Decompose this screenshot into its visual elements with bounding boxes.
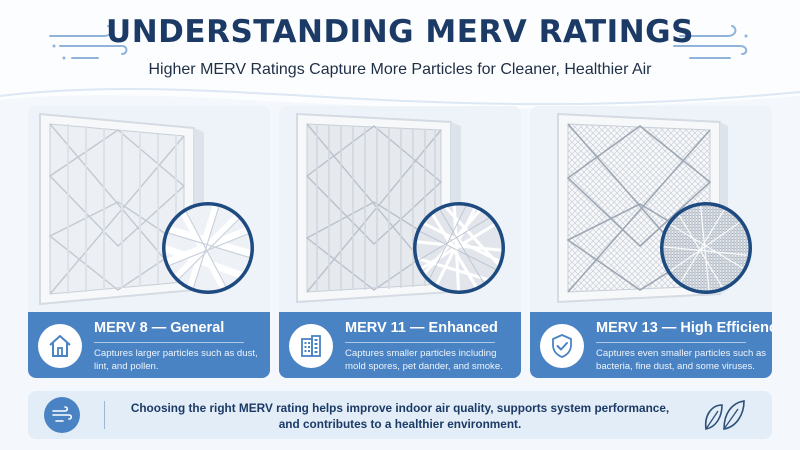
card-title: MERV 13 — High Efficiency	[596, 320, 772, 336]
card-title: MERV 11 — Enhanced	[345, 320, 498, 336]
footer-message: Choosing the right MERV rating helps imp…	[130, 401, 670, 431]
divider	[596, 342, 746, 343]
building-icon	[289, 324, 333, 368]
card-description: Captures smaller particles including mol…	[345, 348, 503, 372]
divider	[94, 342, 244, 343]
card-description: Captures larger particles such as dust, …	[94, 348, 258, 372]
card-description: Captures even smaller particles such as …	[596, 348, 767, 372]
wind-icon	[673, 25, 748, 59]
air-flow-icon	[44, 397, 80, 433]
card-label: MERV 13 — High Efficiency Captures even …	[530, 312, 772, 378]
filter-image	[28, 106, 270, 312]
house-icon	[38, 324, 82, 368]
shield-check-icon	[540, 324, 584, 368]
leaf-icon	[704, 400, 745, 430]
divider	[345, 342, 495, 343]
filter-image	[279, 106, 521, 312]
card-merv-13: MERV 13 — High Efficiency Captures even …	[530, 106, 772, 378]
page-title: UNDERSTANDING MERV RATINGS	[106, 14, 694, 50]
footer-banner: Choosing the right MERV rating helps imp…	[28, 391, 772, 439]
divider	[104, 401, 105, 429]
filter-image	[530, 106, 772, 312]
page-subtitle: Higher MERV Ratings Capture More Particl…	[148, 61, 652, 78]
card-title: MERV 8 — General	[94, 320, 225, 336]
card-label: MERV 11 — Enhanced Captures smaller part…	[279, 312, 521, 378]
wind-icon	[49, 25, 128, 60]
card-merv-11: MERV 11 — Enhanced Captures smaller part…	[279, 106, 521, 378]
card-label: MERV 8 — General Captures larger particl…	[28, 312, 270, 378]
card-merv-8: MERV 8 — General Captures larger particl…	[28, 106, 270, 378]
